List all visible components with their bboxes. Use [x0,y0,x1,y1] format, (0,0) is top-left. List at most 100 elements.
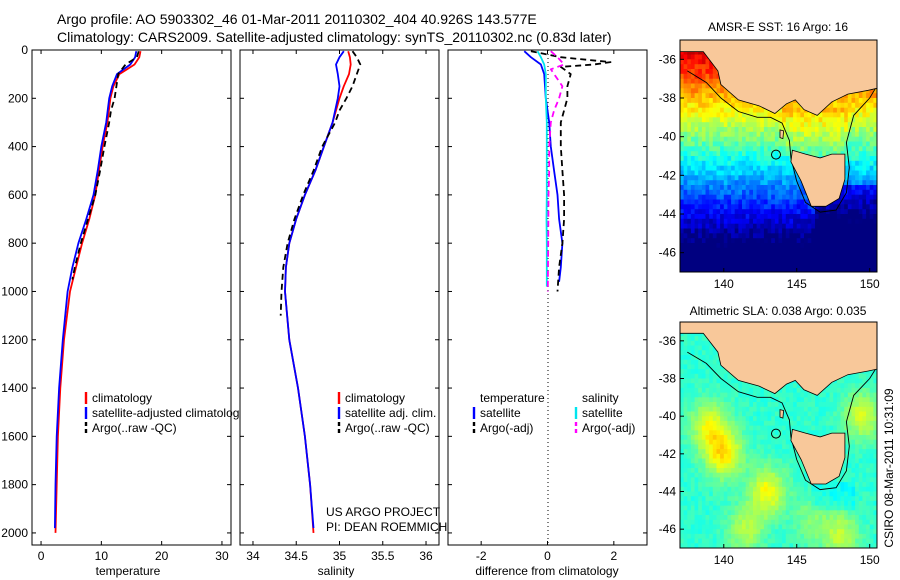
heatmap-cell [680,402,685,408]
heatmap-cell [701,486,707,493]
heatmap-cell [683,151,688,157]
heatmap-cell [763,468,769,474]
heatmap-cell [712,112,717,118]
heatmap-cell [720,122,725,128]
heatmap-cell [844,252,849,259]
heatmap-cell [760,453,765,460]
heatmap-cell [862,199,867,205]
heatmap-cell [815,416,820,422]
heatmap-cell [683,228,688,234]
heatmap-cell [807,505,812,511]
heatmap-cell [694,267,699,272]
heatmap-cell [789,430,794,436]
heatmap-cell [760,262,765,268]
heatmap-cell [753,406,758,413]
heatmap-cell [734,180,739,186]
heatmap-cell [720,107,725,114]
heatmap-cell [712,500,717,507]
heatmap-cell [698,463,703,469]
heatmap-cell [698,411,703,417]
heatmap-cell [687,199,692,205]
heatmap-cell [705,340,710,347]
heatmap-cell [687,160,692,167]
heatmap-cell [698,257,703,263]
heatmap-cell [687,369,692,375]
heatmap-cell [785,189,790,196]
heatmap-cell [844,98,849,104]
heatmap-cell [789,416,794,422]
heatmap-cell [778,468,783,474]
heatmap-cell [785,267,790,272]
heatmap-cell [738,500,743,507]
heatmap-cell [851,267,856,272]
heatmap-cell [701,350,707,356]
heatmap-cell [720,199,725,205]
heatmap-cell [683,64,688,70]
heatmap-cell [716,359,721,365]
heatmap-cell [774,141,780,147]
heatmap-cell [749,243,754,249]
heatmap-cell [804,515,809,521]
heatmap-cell [763,411,769,417]
heatmap-cell [822,505,827,511]
heatmap-cell [701,69,707,75]
heatmap-cell [844,156,849,162]
heatmap-cell [763,228,769,234]
heatmap-cell [745,496,750,502]
heatmap-cell [716,122,721,128]
heatmap-cell [742,383,747,389]
heatmap-cell [705,449,710,455]
heatmap-cell [855,228,860,234]
heatmap-cell [720,98,725,104]
heatmap-cell [767,416,772,422]
pi-annotation: PI: DEAN ROEMMICH [326,520,447,534]
heatmap-cell [723,369,728,375]
heatmap-cell [694,515,699,521]
heatmap-cell [829,262,834,268]
heatmap-cell [690,73,696,80]
heatmap-cell [738,122,743,128]
heatmap-cell [855,165,860,172]
heatmap-cell [690,267,696,272]
heatmap-cell [716,411,721,417]
heatmap-cell [774,112,780,118]
heatmap-cell [709,458,714,464]
heatmap-cell [825,131,831,138]
heatmap-cell [680,194,685,201]
heatmap-cell [833,402,838,408]
heatmap-cell [836,141,842,147]
heatmap-cell [723,435,728,441]
heatmap-cell [731,543,736,548]
heatmap-cell [767,430,772,436]
heatmap-cell [818,262,823,268]
heatmap-cell [767,151,772,157]
heatmap-cell [829,107,834,114]
heatmap-cell [694,64,699,70]
heatmap-cell [731,529,736,535]
heatmap-cell [701,355,707,361]
heatmap-cell [716,136,721,143]
heatmap-cell [709,477,714,483]
heatmap-cell [833,491,838,497]
heatmap-cell [844,117,849,123]
heatmap-cell [815,505,820,511]
heatmap-cell [829,214,834,220]
y-tick-label: 1000 [1,284,28,298]
heatmap-cell [720,243,725,249]
heatmap-cell [825,406,831,413]
heatmap-cell [862,141,867,147]
heatmap-cell [756,416,761,422]
heatmap-cell [753,238,758,244]
heatmap-cell [698,93,703,99]
heatmap-cell [749,524,754,530]
heatmap-cell [716,238,721,244]
heatmap-cell [811,112,816,118]
heatmap-cell [705,416,710,422]
heatmap-cell [738,435,743,441]
heatmap-cell [690,107,696,114]
heatmap-cell [731,435,736,441]
heatmap-cell [804,243,809,249]
heatmap-cell [731,117,736,123]
heatmap-cell [753,141,758,147]
heatmap-cell [734,439,739,445]
